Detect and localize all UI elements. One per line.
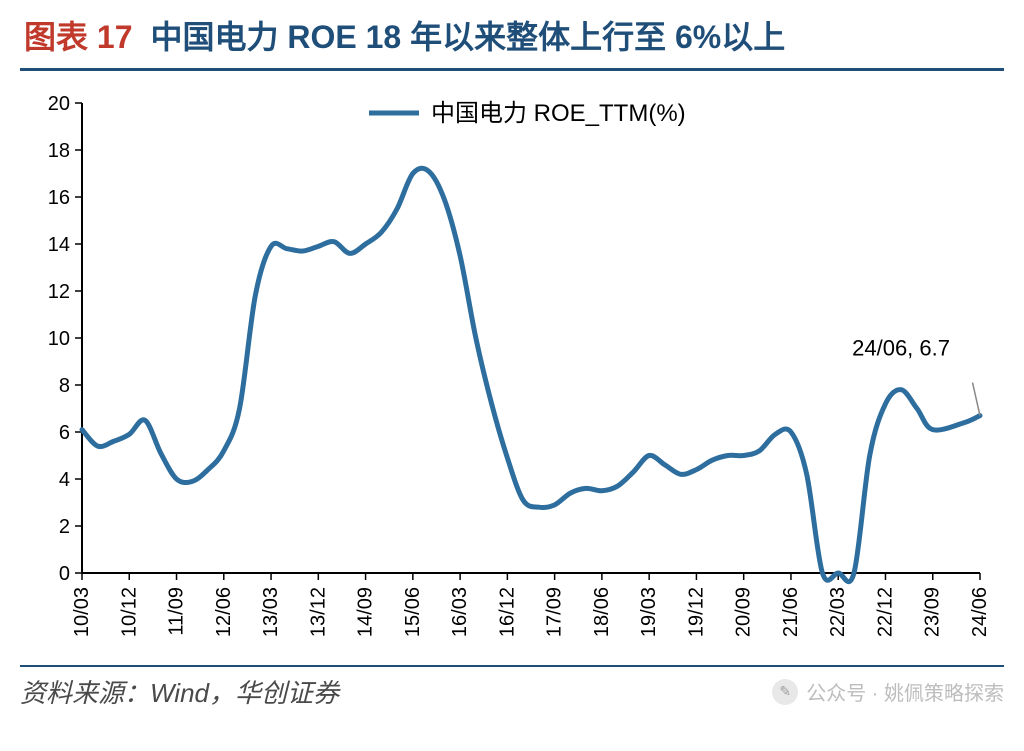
line-chart: 0 2 4 6 8 10 12 14 16 18 20 10/03 10/12 11/09 12/06 13/… (20, 85, 1004, 665)
svg-text:10: 10 (48, 328, 70, 350)
svg-text:16: 16 (48, 187, 70, 209)
svg-text:11/09: 11/09 (166, 587, 188, 636)
svg-text:20/09: 20/09 (733, 587, 755, 637)
figure-container: 图表 17 中国电力 ROE 18 年以来整体上行至 6%以上 0 2 4 6 8 10 1… (0, 0, 1024, 751)
svg-text:22/12: 22/12 (874, 587, 896, 637)
svg-text:0: 0 (59, 563, 70, 585)
svg-text:4: 4 (59, 469, 70, 491)
svg-text:23/09: 23/09 (922, 587, 944, 637)
chart-title: 中国电力 ROE 18 年以来整体上行至 6%以上 (151, 12, 786, 58)
svg-text:13/03: 13/03 (260, 587, 282, 637)
svg-text:16/03: 16/03 (449, 587, 471, 637)
svg-text:18: 18 (48, 140, 70, 162)
svg-text:22/03: 22/03 (827, 587, 849, 637)
svg-text:18/06: 18/06 (591, 587, 613, 637)
svg-text:10/12: 10/12 (118, 587, 140, 637)
svg-text:2: 2 (59, 516, 70, 538)
svg-text:14: 14 (48, 234, 70, 256)
svg-text:24/06, 6.7: 24/06, 6.7 (852, 336, 950, 361)
svg-text:中国电力 ROE_TTM(%): 中国电力 ROE_TTM(%) (431, 100, 686, 127)
svg-text:21/06: 21/06 (780, 587, 802, 637)
svg-text:19/12: 19/12 (685, 587, 707, 637)
svg-text:17/09: 17/09 (544, 587, 566, 637)
svg-text:8: 8 (59, 375, 70, 397)
svg-text:14/09: 14/09 (355, 587, 377, 637)
svg-text:13/12: 13/12 (307, 587, 329, 637)
wechat-icon: ✎ (772, 679, 798, 705)
svg-text:6: 6 (59, 422, 70, 444)
svg-text:19/03: 19/03 (638, 587, 660, 637)
chart-title-row: 图表 17 中国电力 ROE 18 年以来整体上行至 6%以上 (20, 12, 1004, 58)
footer-rule (20, 665, 1004, 667)
svg-text:12: 12 (48, 281, 70, 303)
svg-text:24/06: 24/06 (969, 587, 991, 637)
svg-text:10/03: 10/03 (71, 587, 93, 637)
svg-text:12/06: 12/06 (213, 587, 235, 637)
svg-text:15/06: 15/06 (402, 587, 424, 637)
chart-number: 图表 17 (24, 12, 133, 58)
chart-area: 0 2 4 6 8 10 12 14 16 18 20 10/03 10/12 11/09 12/06 13/… (20, 85, 1004, 665)
title-rule (20, 68, 1004, 71)
source-citation: 资料来源：Wind，华创证券 (20, 673, 339, 710)
svg-text:20: 20 (48, 93, 70, 115)
svg-text:16/12: 16/12 (496, 587, 518, 637)
watermark-text: 公众号 · 姚佩策略探索 (806, 677, 1004, 706)
watermark: ✎ 公众号 · 姚佩策略探索 (772, 677, 1004, 706)
footer-row: 资料来源：Wind，华创证券 ✎ 公众号 · 姚佩策略探索 (20, 673, 1004, 710)
